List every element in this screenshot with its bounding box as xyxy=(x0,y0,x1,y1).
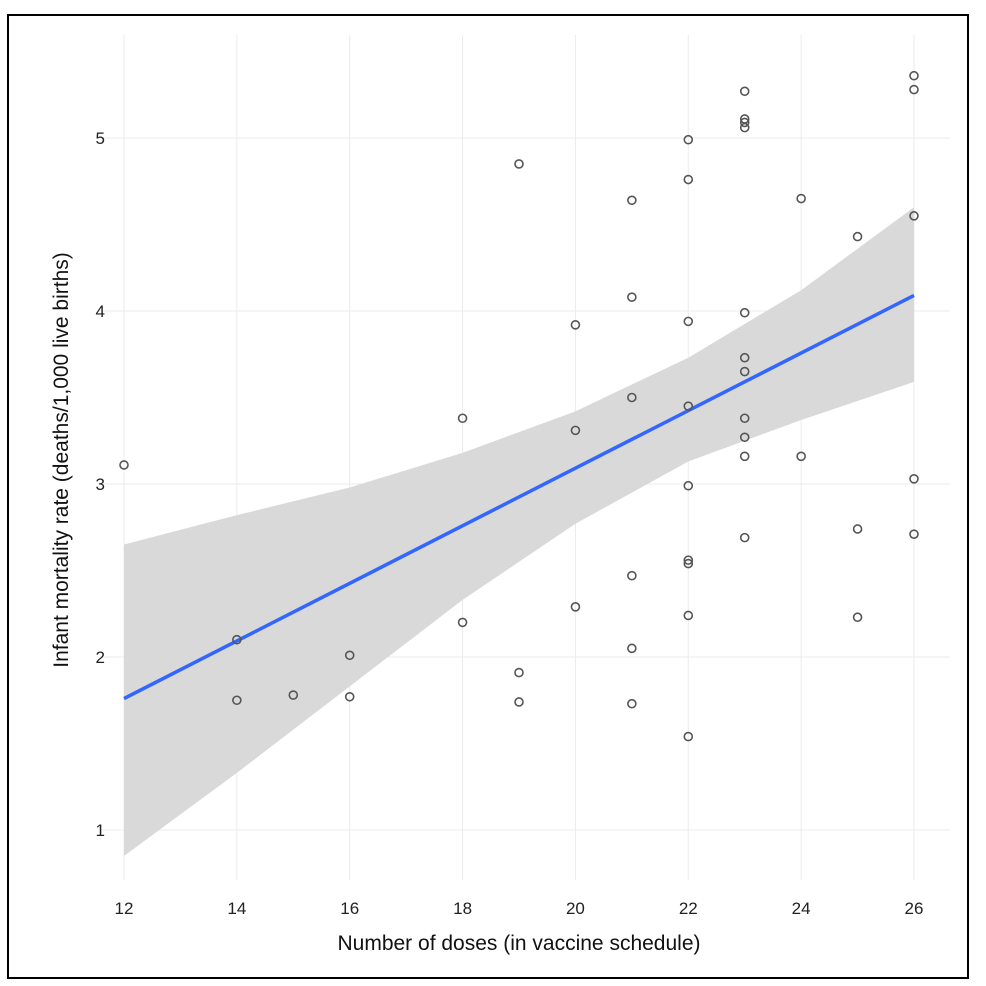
x-tick-label: 22 xyxy=(679,899,698,918)
data-point xyxy=(909,474,919,484)
data-point xyxy=(909,211,919,221)
y-tick-label: 3 xyxy=(96,475,105,494)
data-point xyxy=(627,292,637,302)
data-point xyxy=(627,643,637,654)
data-point xyxy=(344,650,355,661)
data-point xyxy=(796,193,806,204)
data-point xyxy=(796,451,806,462)
data-point xyxy=(683,555,694,565)
x-tick-label: 18 xyxy=(453,899,472,918)
y-tick-label: 2 xyxy=(96,648,105,667)
data-point xyxy=(739,307,750,318)
data-point xyxy=(457,617,468,628)
data-point xyxy=(739,352,750,363)
regression-line xyxy=(123,293,915,701)
data-point xyxy=(852,612,863,623)
data-point xyxy=(739,122,750,133)
data-point xyxy=(683,316,694,327)
data-point xyxy=(627,392,637,403)
data-point xyxy=(570,320,581,330)
data-point xyxy=(119,460,129,470)
x-tick-label: 20 xyxy=(566,899,585,918)
x-tick-label: 24 xyxy=(792,899,811,918)
data-point xyxy=(683,731,694,742)
y-axis-label: Infant mortality rate (deaths/1,000 live… xyxy=(50,252,73,668)
y-tick-label: 5 xyxy=(96,129,105,148)
data-point xyxy=(739,86,750,97)
x-tick-label: 26 xyxy=(905,899,924,918)
outer-frame xyxy=(7,14,969,979)
data-point xyxy=(344,691,355,702)
data-point xyxy=(570,602,581,612)
y-tick-labels: 1 2 3 4 5 xyxy=(96,129,105,840)
data-point xyxy=(739,451,750,462)
x-tick-label: 14 xyxy=(227,899,246,918)
data-point xyxy=(739,413,750,424)
y-tick-label: 1 xyxy=(96,821,105,840)
data-point xyxy=(739,117,750,128)
data-point xyxy=(683,174,694,185)
x-tick-label: 12 xyxy=(115,899,134,918)
data-point xyxy=(739,366,750,377)
data-point xyxy=(514,159,524,169)
data-point xyxy=(683,558,694,569)
data-point xyxy=(739,532,750,543)
x-axis-label: Number of doses (in vaccine schedule) xyxy=(337,932,700,955)
data-point xyxy=(909,84,919,95)
x-tick-label: 16 xyxy=(340,899,359,918)
data-point xyxy=(852,231,863,242)
data-point xyxy=(627,195,637,206)
data-point xyxy=(288,690,299,700)
data-point xyxy=(627,570,637,581)
data-point xyxy=(852,524,863,534)
gridlines xyxy=(100,35,950,880)
data-point xyxy=(683,480,694,491)
data-point xyxy=(514,667,524,678)
data-point xyxy=(683,134,694,145)
y-tick-label: 4 xyxy=(96,302,105,321)
data-point xyxy=(683,401,694,411)
confidence-band xyxy=(124,207,914,856)
data-point xyxy=(457,413,468,424)
data-point xyxy=(627,698,637,709)
data-point xyxy=(232,695,242,706)
data-point xyxy=(909,70,919,81)
data-point xyxy=(739,432,750,443)
data-point xyxy=(683,610,694,621)
data-point xyxy=(570,425,581,436)
data-point xyxy=(909,529,919,539)
data-points xyxy=(119,70,919,742)
x-tick-labels: 12 14 16 18 20 22 24 26 xyxy=(115,899,924,918)
data-point xyxy=(514,697,524,707)
data-point xyxy=(232,634,242,645)
